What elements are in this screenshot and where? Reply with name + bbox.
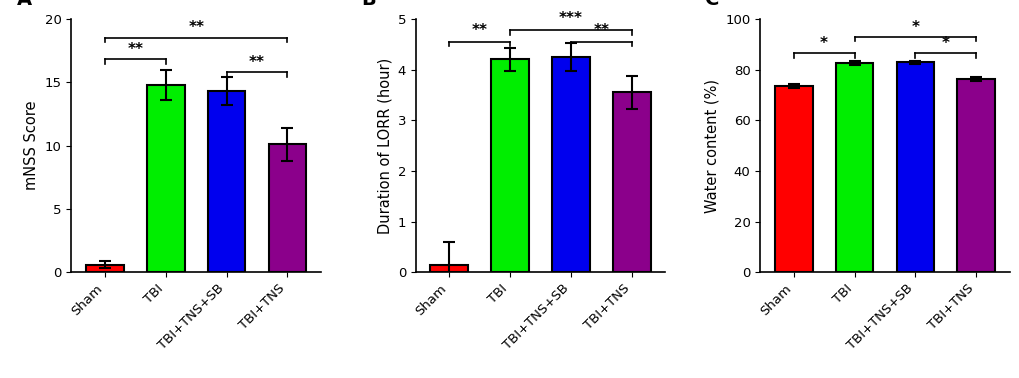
Y-axis label: Water content (%): Water content (%) [704, 79, 719, 212]
Bar [896, 62, 933, 272]
Bar [835, 63, 872, 272]
Text: *: * [941, 36, 949, 51]
Bar [774, 86, 812, 272]
Bar [268, 144, 306, 272]
Text: A: A [16, 0, 32, 9]
Text: **: ** [249, 54, 265, 70]
Text: **: ** [187, 20, 204, 36]
Text: B: B [361, 0, 375, 9]
Bar [147, 85, 184, 272]
Text: *: * [819, 36, 827, 51]
Bar [208, 91, 246, 272]
Bar [612, 92, 650, 272]
Text: **: ** [127, 42, 144, 57]
Text: **: ** [593, 23, 609, 38]
Bar [430, 265, 468, 272]
Bar [491, 59, 529, 272]
Text: *: * [911, 20, 918, 35]
Y-axis label: Duration of LORR (hour): Duration of LORR (hour) [377, 57, 391, 234]
Bar [551, 57, 589, 272]
Bar [86, 265, 123, 272]
Text: ***: *** [558, 11, 583, 26]
Text: C: C [704, 0, 719, 9]
Bar [957, 79, 995, 272]
Y-axis label: mNSS Score: mNSS Score [24, 101, 39, 190]
Text: **: ** [471, 23, 487, 38]
